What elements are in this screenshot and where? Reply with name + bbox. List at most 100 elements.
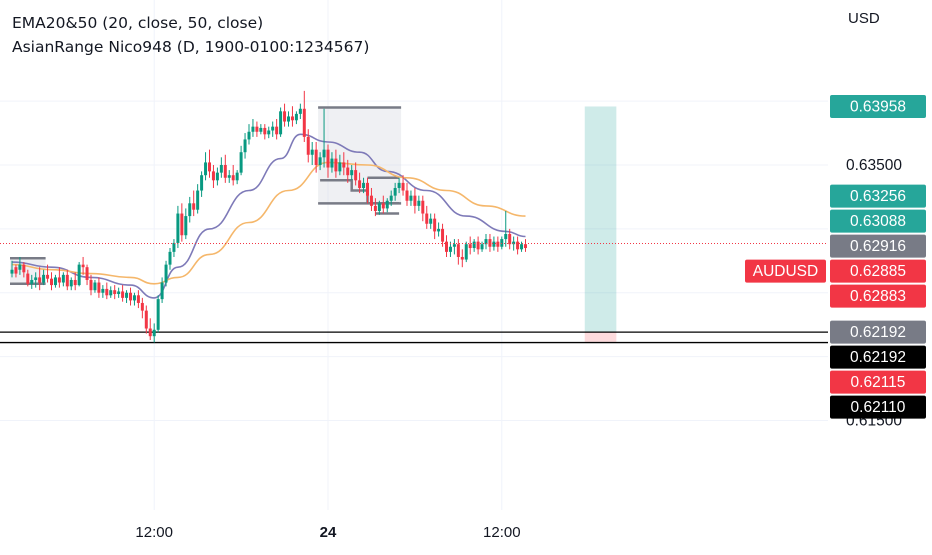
candle [472, 239, 476, 252]
asian-range-legend[interactable]: AsianRange Nico948 (D, 1900-0100:1234567… [12, 38, 370, 56]
time-axis[interactable]: 12:00 24 12:00 [135, 524, 520, 541]
candle-body [484, 239, 488, 245]
ema-lines [11, 133, 526, 299]
candle [26, 269, 30, 287]
candle [283, 103, 287, 127]
candle [235, 170, 239, 185]
stop-zone[interactable] [584, 332, 617, 342]
candle [520, 241, 524, 252]
candle-body [105, 288, 109, 296]
candle-body [366, 182, 369, 196]
candle [188, 196, 192, 223]
candle [69, 277, 73, 291]
candle-body [369, 195, 373, 206]
price-tag-bg [830, 345, 926, 369]
candle-body [53, 277, 57, 286]
candle [385, 198, 389, 213]
candle-body [306, 136, 310, 155]
long-position-tool[interactable] [584, 106, 617, 342]
candle [14, 264, 18, 278]
target-zone[interactable] [584, 106, 617, 333]
price-tag-bg [830, 320, 926, 344]
candle [310, 141, 314, 165]
candle-body [184, 216, 188, 236]
candle-body [176, 213, 180, 243]
candle [322, 108, 326, 168]
candle-body [326, 149, 330, 168]
candle-body [109, 290, 113, 296]
candle-body [298, 108, 302, 114]
price-tag-value: 0.63958 [850, 98, 906, 115]
candle [496, 236, 500, 252]
price-tag-value: 0.63088 [850, 213, 906, 230]
candle [389, 190, 393, 206]
candle [10, 260, 14, 278]
candle [290, 106, 294, 127]
candle-body [10, 269, 14, 274]
candle-body [255, 126, 259, 132]
candle [81, 256, 85, 275]
candle-body [192, 203, 196, 210]
price-tag: 0.63256 [830, 184, 926, 208]
price-tag-value: 0.62885 [850, 263, 906, 280]
candle [441, 223, 445, 247]
time-tick-label: 12:00 [483, 524, 521, 541]
candle [251, 118, 255, 137]
candle-body [520, 244, 524, 250]
candle [227, 170, 231, 183]
price-tick-label: 0.63500 [846, 157, 902, 174]
candle [279, 107, 283, 137]
candle [500, 236, 504, 250]
candle-body [318, 157, 322, 165]
price-tag: 0.63958 [830, 94, 926, 118]
candle-body [421, 200, 425, 214]
candle-body [385, 200, 389, 209]
candle-body [267, 130, 271, 135]
candle-body [93, 282, 97, 291]
candle [160, 277, 164, 303]
candle [140, 297, 144, 319]
candle-body [172, 242, 176, 252]
candle-body [57, 277, 61, 283]
price-tag-value: 0.62115 [851, 374, 906, 391]
candle-body [129, 292, 132, 301]
candle [456, 239, 460, 265]
candle [30, 274, 34, 289]
candle [287, 111, 290, 127]
candle [200, 171, 204, 197]
symbol-tag: AUDUSD [753, 263, 818, 280]
ema-legend[interactable]: EMA20&50 (20, close, 50, close) [12, 14, 264, 32]
price-tag-bg [830, 94, 926, 118]
candle-body [215, 172, 219, 181]
horizontal-lines[interactable] [0, 331, 828, 344]
candle-body [500, 239, 504, 247]
candle-body [472, 241, 476, 249]
candle-body [85, 267, 89, 280]
candle [314, 141, 318, 173]
candle [358, 172, 362, 194]
candle [38, 267, 42, 291]
candle [196, 184, 200, 214]
candle [492, 236, 496, 251]
candle-body [401, 182, 405, 191]
candle-body [148, 328, 152, 337]
time-tick-label: 12:00 [135, 524, 173, 541]
candle [488, 233, 492, 252]
candle-body [397, 182, 401, 188]
candle-body [464, 244, 468, 260]
candle [448, 241, 452, 257]
candle [484, 233, 488, 250]
price-tag-bg [830, 184, 926, 208]
candle [377, 200, 381, 215]
candle [18, 256, 22, 275]
candle-body [460, 256, 464, 260]
candle [211, 164, 215, 188]
candle [204, 152, 208, 181]
candle [22, 262, 26, 278]
candle [433, 213, 437, 240]
candle [302, 90, 306, 142]
price-tag-value: 0.62192 [850, 349, 906, 366]
ema-line-ema-20 [11, 133, 526, 299]
